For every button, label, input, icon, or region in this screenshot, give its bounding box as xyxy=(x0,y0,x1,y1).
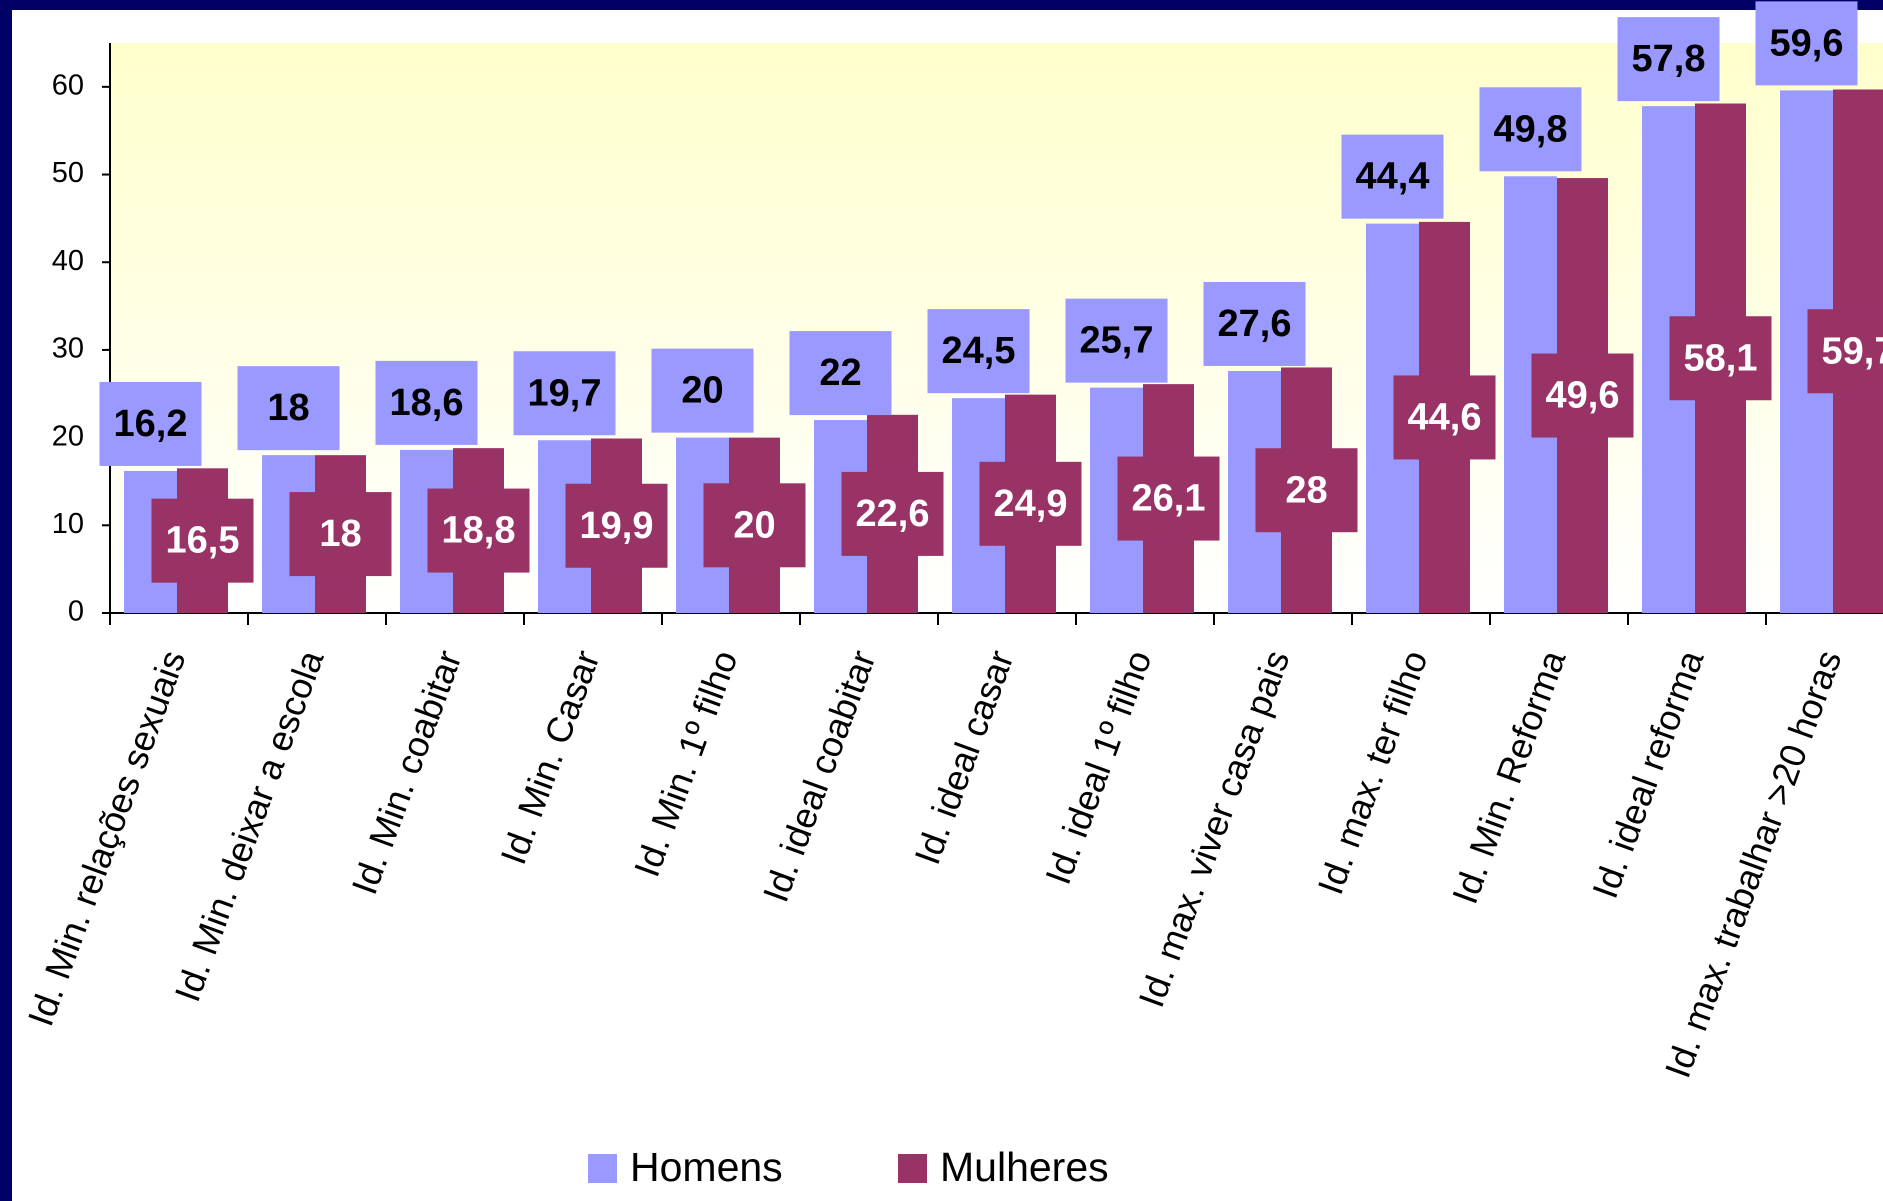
value-label: 44,6 xyxy=(1408,396,1482,438)
value-label: 28 xyxy=(1285,469,1327,511)
value-label-box xyxy=(1617,17,1720,102)
legend-swatch xyxy=(898,1154,927,1183)
value-label: 16,2 xyxy=(114,403,188,445)
value-label: 18,6 xyxy=(390,382,464,424)
value-label: 59,7 xyxy=(1822,330,1883,372)
value-label: 49,8 xyxy=(1494,108,1568,150)
value-label: 49,6 xyxy=(1546,375,1620,417)
value-label: 58,1 xyxy=(1684,337,1758,379)
value-label: 25,7 xyxy=(1080,320,1154,362)
value-label: 44,4 xyxy=(1356,156,1430,198)
legend-swatch xyxy=(588,1154,617,1183)
value-label-box xyxy=(565,483,668,568)
value-label-box xyxy=(1479,87,1582,172)
y-tick-label: 0 xyxy=(68,596,84,628)
value-label-box xyxy=(1255,448,1358,533)
value-label-box xyxy=(1065,298,1168,383)
value-label-box xyxy=(1807,309,1883,394)
value-label-box xyxy=(841,471,944,556)
value-label-box xyxy=(703,483,806,568)
value-label: 16,5 xyxy=(166,520,240,562)
value-label-box xyxy=(289,492,392,577)
y-tick-label: 40 xyxy=(52,245,84,277)
value-label: 18 xyxy=(319,513,361,555)
value-label-box xyxy=(513,351,616,436)
value-label-box xyxy=(1393,375,1496,460)
value-label-box xyxy=(1755,1,1858,86)
value-label-box xyxy=(927,309,1030,394)
value-label: 20 xyxy=(733,504,775,546)
value-label-box xyxy=(1341,134,1444,219)
value-label-box xyxy=(99,381,202,466)
y-tick-label: 50 xyxy=(52,157,84,189)
value-label: 27,6 xyxy=(1218,303,1292,345)
value-label: 57,8 xyxy=(1632,38,1706,80)
value-label: 19,7 xyxy=(528,372,602,414)
value-label: 22,6 xyxy=(856,493,930,535)
value-label: 22 xyxy=(819,352,861,394)
value-label: 20 xyxy=(681,370,723,412)
value-label: 24,5 xyxy=(942,330,1016,372)
value-label-box xyxy=(1117,456,1220,541)
value-label: 19,9 xyxy=(580,505,654,547)
value-label-box xyxy=(427,488,530,573)
value-label-box xyxy=(375,360,478,445)
legend-label: Homens xyxy=(630,1144,783,1190)
value-label-box xyxy=(789,331,892,416)
value-label-box xyxy=(237,366,340,451)
y-tick-label: 20 xyxy=(52,420,84,452)
value-label: 18,8 xyxy=(442,510,516,552)
value-label-box xyxy=(151,498,254,583)
value-label-box xyxy=(1531,353,1634,438)
y-tick-label: 30 xyxy=(52,333,84,365)
value-label: 59,6 xyxy=(1770,22,1844,64)
value-label-box xyxy=(979,461,1082,546)
value-label: 26,1 xyxy=(1132,478,1206,520)
value-label-box xyxy=(1669,316,1772,401)
y-tick-label: 10 xyxy=(52,508,84,540)
value-label: 24,9 xyxy=(994,483,1068,525)
y-tick-label: 60 xyxy=(52,70,84,102)
legend-label: Mulheres xyxy=(940,1144,1109,1190)
value-label: 18 xyxy=(267,387,309,429)
value-label-box xyxy=(1203,281,1306,366)
value-label-box xyxy=(651,348,754,433)
